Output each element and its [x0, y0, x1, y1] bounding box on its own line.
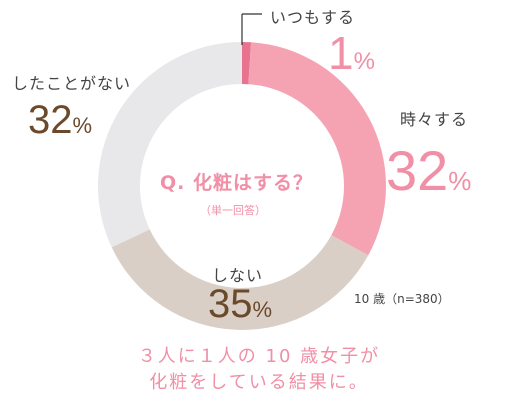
slice-value-never-unit: % [72, 113, 93, 138]
footer-line-1: ３人に１人の 10 歳女子が [137, 346, 381, 367]
footer-caption: ３人に１人の 10 歳女子が 化粧をしている結果に。 [0, 344, 518, 396]
chart-title: Q. 化粧はする？ [160, 172, 313, 194]
slice-value-always-unit: % [353, 48, 375, 75]
slice-label-never: したことがない [12, 74, 132, 93]
slice-value-no-number: 35 [208, 282, 253, 326]
slice-value-never: 32% [28, 98, 92, 143]
slice-label-sometimes: 時々する [400, 110, 469, 129]
slice-value-no: 35% [208, 282, 272, 327]
donut-slice-3 [97, 42, 242, 248]
slice-value-no-unit: % [252, 297, 273, 322]
footer-line-2: 化粧をしている結果に。 [149, 372, 369, 393]
donut-slice-0 [242, 42, 252, 85]
donut-slices [97, 42, 387, 330]
donut-slice-1 [248, 42, 387, 256]
donut-slice-2 [111, 229, 369, 330]
slice-value-always-number: 1 [328, 27, 354, 79]
chart-subtitle: （単一回答） [200, 204, 266, 217]
slice-label-always: いつもする [270, 8, 356, 27]
slice-value-sometimes-number: 32 [386, 139, 449, 202]
slice-value-sometimes: 32% [386, 138, 471, 203]
slice-value-never-number: 32 [28, 98, 73, 142]
slice-label-no: しない [212, 266, 264, 285]
slice-value-always: 1% [328, 26, 375, 80]
slice-value-sometimes-unit: % [448, 166, 472, 196]
sample-note: 10 歳（n=380） [354, 292, 450, 306]
